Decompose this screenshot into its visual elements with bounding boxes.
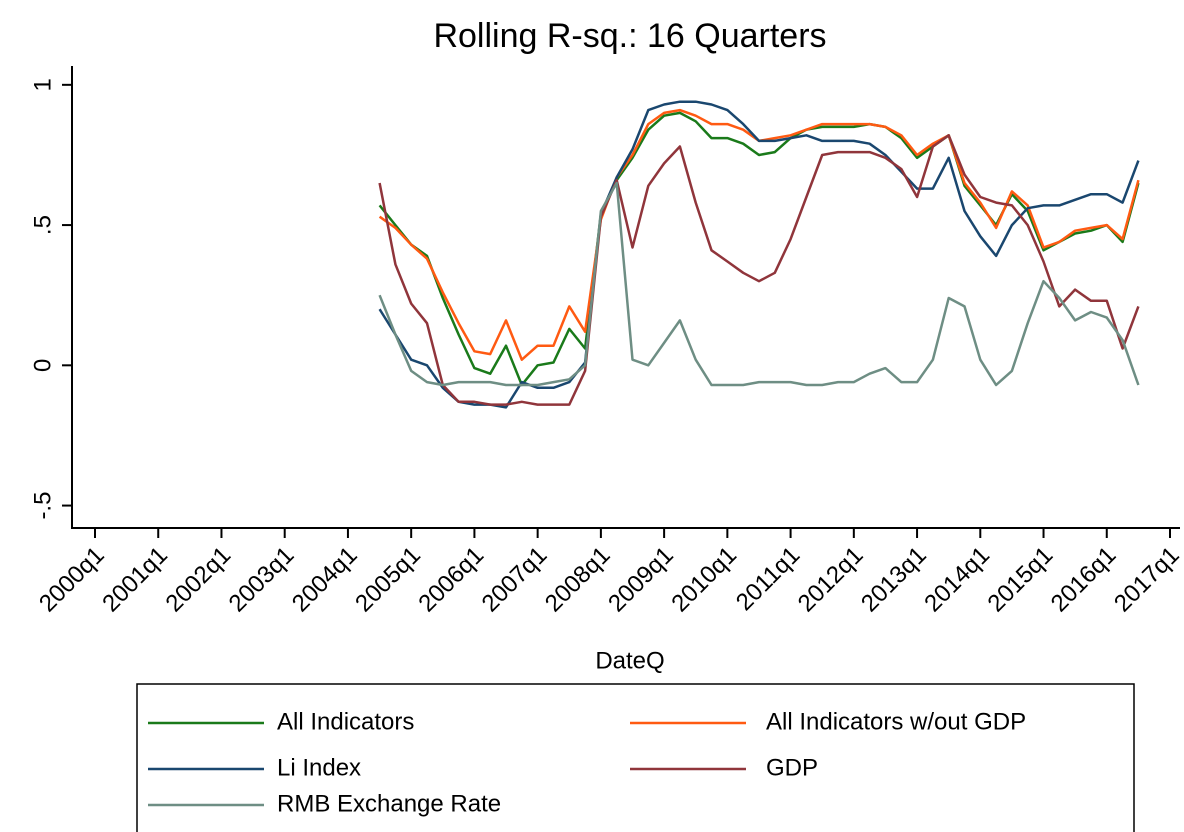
legend-label: All Indicators w/out GDP [766,708,1026,735]
legend-label: Li Index [277,754,361,781]
legend-label: All Indicators [277,708,414,735]
series-line [378,100,1140,409]
legend-label: GDP [766,754,818,781]
x-axis-label: DateQ [595,647,664,674]
y-tick-label: 0 [29,359,56,372]
legend-box [136,683,1135,832]
legend-label: RMB Exchange Rate [277,790,501,817]
series-line [378,181,1140,387]
y-tick-label: 1 [29,78,56,91]
series-line [378,134,1140,406]
y-tick-label: -.5 [29,492,56,520]
chart-title: Rolling R-sq.: 16 Quarters [433,17,826,55]
y-tick-label: .5 [29,215,56,235]
